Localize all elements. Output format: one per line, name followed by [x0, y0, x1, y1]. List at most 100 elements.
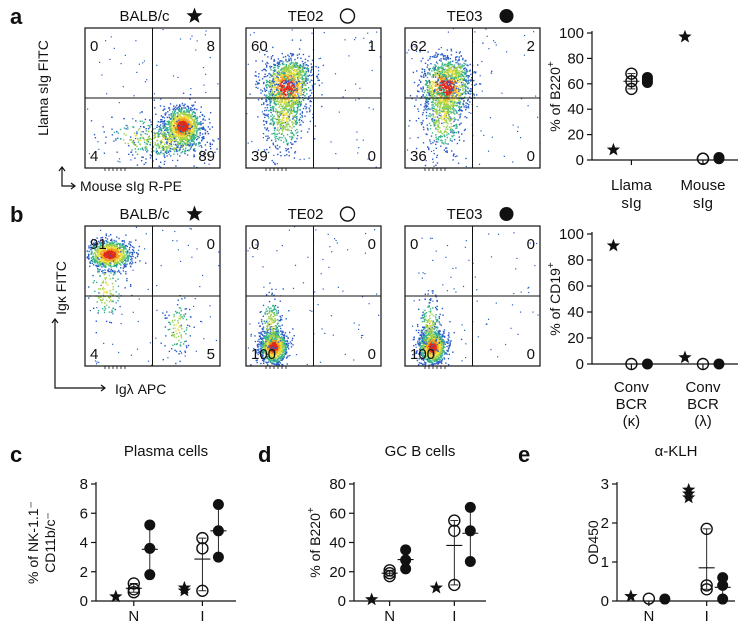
- quadrant-value: 0: [90, 38, 98, 55]
- data-point-filled-circle: [400, 544, 412, 556]
- quadrant-value: 4: [90, 346, 98, 363]
- y-tick-label: 20: [567, 127, 584, 144]
- data-point-filled-circle: [400, 563, 412, 575]
- flow-b-y-label: Igκ FITC: [53, 261, 69, 315]
- data-point-star: [429, 580, 443, 594]
- y-tick-label: 8: [80, 476, 88, 493]
- y-axis-label: CD11b/c⁻: [42, 512, 58, 573]
- flow-plot-b-3: TE03 0 0 100 0: [404, 206, 541, 369]
- quadrant-value: 36: [410, 148, 427, 165]
- quadrant-value: 39: [251, 148, 268, 165]
- data-point-filled-circle: [464, 556, 476, 568]
- x-category-label: I: [705, 608, 709, 625]
- panel-letter-c: c: [10, 442, 22, 467]
- data-point-open-circle: [383, 569, 396, 583]
- data-point-filled-circle: [659, 593, 671, 605]
- y-tick-label: 100: [559, 25, 584, 42]
- data-point-open-circle: [196, 584, 209, 597]
- y-axis-label: % of B220+: [546, 61, 563, 132]
- data-point-open-circle: [700, 579, 713, 592]
- flow-plot-a-1: BALB/c 0 8 4 89: [84, 7, 221, 171]
- quadrant-value: 0: [368, 346, 376, 363]
- flow-title-symbol-filled-circle: [499, 9, 514, 23]
- flow-b-x-label: Igλ APC: [115, 381, 166, 397]
- flow-density-dots: [246, 29, 382, 170]
- data-point-star: [109, 589, 123, 603]
- chart-title: GC B cells: [385, 443, 456, 460]
- flow-title-symbol-filled-circle: [499, 207, 514, 221]
- flow-density-dots: [406, 28, 541, 168]
- y-axis-label: % of B220+: [306, 507, 323, 578]
- y-axis-label: % of CD19+: [546, 262, 563, 336]
- data-point-filled-circle: [212, 551, 224, 563]
- data-point-filled-circle: [144, 542, 156, 554]
- chart-title: α-KLH: [655, 443, 698, 460]
- data-point-filled-circle: [713, 358, 725, 370]
- y-tick-label: 20: [329, 564, 346, 581]
- y-tick-label: 3: [601, 476, 609, 493]
- quadrant-value: 100: [251, 346, 276, 363]
- data-point-open-circle: [448, 524, 461, 537]
- x-category-label: Conv: [685, 379, 721, 396]
- data-point-open-circle: [196, 542, 209, 555]
- x-category-label: sIg: [621, 195, 641, 212]
- chart-d: 0 20 40 60 80 N I % of B220+ GC B cells: [306, 443, 486, 625]
- data-point-star: [678, 29, 692, 43]
- flow-a-x-label: Mouse sIg R-PE: [80, 178, 182, 194]
- quadrant-value: 0: [368, 148, 376, 165]
- quadrant-value: 4: [90, 148, 98, 165]
- quadrant-value: 89: [198, 148, 215, 165]
- data-point-open-circle: [625, 82, 638, 96]
- panel-letter-a: a: [10, 4, 23, 29]
- x-category-label: I: [452, 608, 456, 625]
- data-point-open-circle: [700, 583, 713, 596]
- flow-plot-title: BALB/c: [119, 206, 170, 223]
- y-tick-label: 80: [329, 476, 346, 493]
- quadrant-value: 91: [90, 236, 107, 253]
- flow-a-y-label: Llama sIg FITC: [35, 40, 51, 136]
- flow-plot-a-3: TE03 62 2 36 0: [404, 8, 541, 171]
- quadrant-value: 2: [527, 38, 535, 55]
- data-point-star: [177, 583, 192, 597]
- y-tick-label: 0: [576, 152, 584, 169]
- y-tick-label: 60: [567, 278, 584, 295]
- data-point-filled-circle: [212, 525, 224, 537]
- data-point-open-circle: [625, 75, 638, 88]
- x-category-label: Mouse: [680, 177, 725, 194]
- data-point-open-circle: [625, 67, 638, 80]
- x-category-label: BCR: [687, 396, 719, 413]
- data-point-open-circle: [448, 578, 461, 592]
- chart-e: 0 1 2 3 N I OD450 α-KLH: [585, 443, 735, 625]
- quadrant-value: 100: [410, 346, 435, 363]
- data-point-open-circle: [700, 522, 713, 536]
- y-axis-label: OD450: [585, 520, 601, 565]
- x-category-label: Conv: [614, 379, 650, 396]
- data-point-open-circle: [448, 514, 461, 527]
- y-tick-label: 6: [80, 505, 88, 522]
- y-tick-label: 40: [329, 535, 346, 552]
- x-category-label: N: [643, 608, 654, 625]
- data-point-star: [682, 490, 696, 504]
- flow-density-dots: [412, 232, 539, 366]
- flow-a-axis-arrows: [58, 166, 76, 190]
- data-point-filled-circle: [713, 153, 725, 165]
- y-tick-label: 100: [559, 226, 584, 243]
- data-point-star: [606, 142, 621, 156]
- flow-title-symbol-star: [186, 205, 203, 221]
- data-point-filled-circle: [464, 501, 476, 513]
- flow-b-axis-arrows: [51, 318, 106, 392]
- data-point-filled-circle: [641, 358, 653, 370]
- data-point-filled-circle: [144, 569, 156, 581]
- y-tick-label: 0: [601, 593, 609, 610]
- data-point-open-circle: [127, 583, 141, 596]
- flow-title-symbol-star: [186, 7, 203, 23]
- data-point-star: [624, 589, 638, 602]
- flow-plot-b-1: BALB/c 91 0 4 5: [84, 205, 221, 369]
- quadrant-value: 0: [207, 236, 215, 253]
- flow-plot-title: TE02: [288, 206, 324, 223]
- data-point-open-circle: [383, 564, 396, 577]
- chart-c: 0 2 4 6 8 N I % of NK-1.1⁻ CD11b/c⁻ Plasma cells: [25, 443, 236, 625]
